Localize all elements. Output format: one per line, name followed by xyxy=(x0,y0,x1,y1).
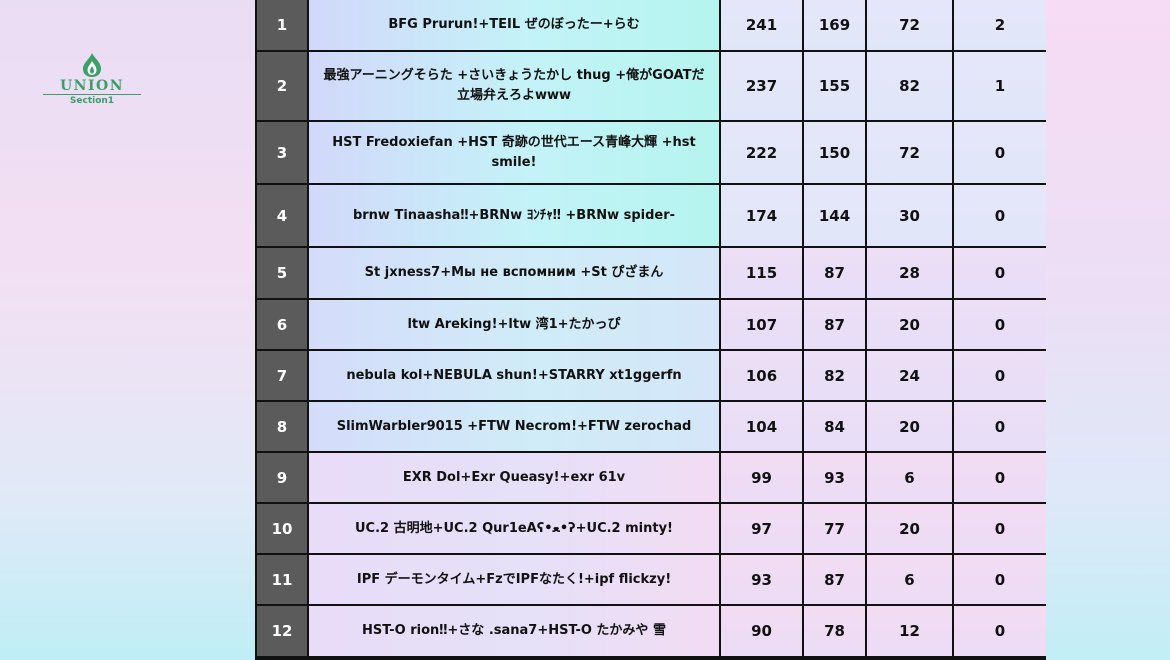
team-name-cell: HST Fredoxiefan +HST 奇跡の世代エース青峰大輝 +hst s… xyxy=(309,122,721,185)
value-cell-c: 72 xyxy=(867,0,954,52)
value-cell-c: 28 xyxy=(867,248,954,300)
rank-cell: 3 xyxy=(257,122,309,185)
value-cell-b: 77 xyxy=(804,504,867,555)
team-name-cell: SlimWarbler9015 +FTW Necrom!+FTW zerocha… xyxy=(309,402,721,453)
value-cell-b: 155 xyxy=(804,52,867,122)
value-cell-b: 144 xyxy=(804,185,867,248)
table-row: 4 brnw Tinaasha‼+BRNw ﾖﾝﾁｬ‼ +BRNw spider-… xyxy=(257,185,1046,248)
rank-cell: 7 xyxy=(257,351,309,402)
value-cell-c: 20 xyxy=(867,504,954,555)
team-name-cell: UC.2 古明地+UC.2 Qur1eAʕ•ﻌ•ʔ+UC.2 minty! xyxy=(309,504,721,555)
value-cell-a: 107 xyxy=(721,300,804,351)
union-logo: UNION Section1 xyxy=(43,52,141,107)
table-row: 6 ltw Areking!+ltw 湾1+たかっぴ 107 87 20 0 xyxy=(257,300,1046,351)
value-cell-a: 222 xyxy=(721,122,804,185)
right-side-panel xyxy=(1046,0,1170,660)
table-row: 7 nebula kol+NEBULA shun!+STARRY xt1ggerf… xyxy=(257,351,1046,402)
value-cell-a: 174 xyxy=(721,185,804,248)
value-cell-c: 12 xyxy=(867,606,954,658)
value-cell-b: 93 xyxy=(804,453,867,504)
logo-word: UNION xyxy=(59,78,125,94)
team-name-cell: nebula kol+NEBULA shun!+STARRY xt1ggerfn xyxy=(309,351,721,402)
value-cell-d: 0 xyxy=(954,300,1046,351)
rank-cell: 10 xyxy=(257,504,309,555)
team-name-cell: HST-O rion‼+さな .sana7+HST-O たかみや 雪 xyxy=(309,606,721,658)
table-row: 1 BFG Prurun!+TEIL ぜのぼったー+らむ 241 169 72 2 xyxy=(257,0,1046,52)
value-cell-a: 241 xyxy=(721,0,804,52)
team-name-cell: brnw Tinaasha‼+BRNw ﾖﾝﾁｬ‼ +BRNw spider- xyxy=(309,185,721,248)
value-cell-d: 0 xyxy=(954,402,1046,453)
value-cell-d: 0 xyxy=(954,504,1046,555)
value-cell-d: 1 xyxy=(954,52,1046,122)
value-cell-c: 20 xyxy=(867,300,954,351)
table-row: 9 EXR Dol+Exr Queasy!+exr 61v 99 93 6 0 xyxy=(257,453,1046,504)
team-name-cell: ltw Areking!+ltw 湾1+たかっぴ xyxy=(309,300,721,351)
team-name-cell: St jxness7+Мы не вспомним +St ぴざまん xyxy=(309,248,721,300)
rank-cell: 4 xyxy=(257,185,309,248)
rank-cell: 6 xyxy=(257,300,309,351)
value-cell-a: 99 xyxy=(721,453,804,504)
table-row: 11 IPF デーモンタイム+FzでIPFなたく!+ipf flickzy! 93 8… xyxy=(257,555,1046,606)
value-cell-c: 82 xyxy=(867,52,954,122)
value-cell-b: 84 xyxy=(804,402,867,453)
left-side-panel xyxy=(0,0,255,660)
rank-cell: 2 xyxy=(257,52,309,122)
value-cell-b: 169 xyxy=(804,0,867,52)
value-cell-b: 87 xyxy=(804,300,867,351)
value-cell-a: 104 xyxy=(721,402,804,453)
value-cell-a: 93 xyxy=(721,555,804,606)
value-cell-a: 237 xyxy=(721,52,804,122)
value-cell-d: 0 xyxy=(954,248,1046,300)
value-cell-a: 115 xyxy=(721,248,804,300)
team-name-cell: EXR Dol+Exr Queasy!+exr 61v xyxy=(309,453,721,504)
value-cell-a: 106 xyxy=(721,351,804,402)
value-cell-c: 6 xyxy=(867,555,954,606)
rank-cell: 5 xyxy=(257,248,309,300)
value-cell-b: 150 xyxy=(804,122,867,185)
rank-cell: 11 xyxy=(257,555,309,606)
value-cell-d: 0 xyxy=(954,185,1046,248)
value-cell-c: 72 xyxy=(867,122,954,185)
value-cell-d: 0 xyxy=(954,453,1046,504)
table-row: 10 UC.2 古明地+UC.2 Qur1eAʕ•ﻌ•ʔ+UC.2 minty! 9… xyxy=(257,504,1046,555)
rank-cell: 12 xyxy=(257,606,309,658)
value-cell-c: 30 xyxy=(867,185,954,248)
team-name-cell: IPF デーモンタイム+FzでIPFなたく!+ipf flickzy! xyxy=(309,555,721,606)
value-cell-c: 24 xyxy=(867,351,954,402)
value-cell-b: 87 xyxy=(804,248,867,300)
standings-table: 1 BFG Prurun!+TEIL ぜのぼったー+らむ 241 169 72 2 2 最強ア… xyxy=(255,0,1046,660)
team-name-cell: 最強アーニングそらた +さいきょうたかし thug +俺がGOATだ 立場弁えろ… xyxy=(309,52,721,122)
logo-divider xyxy=(43,94,141,95)
value-cell-b: 87 xyxy=(804,555,867,606)
value-cell-b: 78 xyxy=(804,606,867,658)
team-name-cell: BFG Prurun!+TEIL ぜのぼったー+らむ xyxy=(309,0,721,52)
value-cell-d: 0 xyxy=(954,122,1046,185)
value-cell-a: 90 xyxy=(721,606,804,658)
table-row: 3 HST Fredoxiefan +HST 奇跡の世代エース青峰大輝 +hst … xyxy=(257,122,1046,185)
rank-cell: 1 xyxy=(257,0,309,52)
value-cell-c: 6 xyxy=(867,453,954,504)
table-row: 5 St jxness7+Мы не вспомним +St ぴざまん 115 87… xyxy=(257,248,1046,300)
value-cell-d: 2 xyxy=(954,0,1046,52)
value-cell-d: 0 xyxy=(954,555,1046,606)
table-row: 2 最強アーニングそらた +さいきょうたかし thug +俺がGOATだ 立場弁え… xyxy=(257,52,1046,122)
rank-cell: 9 xyxy=(257,453,309,504)
value-cell-a: 97 xyxy=(721,504,804,555)
value-cell-d: 0 xyxy=(954,351,1046,402)
table-row: 12 HST-O rion‼+さな .sana7+HST-O たかみや 雪 90 78… xyxy=(257,606,1046,658)
logo-subtitle: Section1 xyxy=(69,96,115,106)
value-cell-d: 0 xyxy=(954,606,1046,658)
flame-drop-icon xyxy=(52,52,132,78)
rank-cell: 8 xyxy=(257,402,309,453)
value-cell-c: 20 xyxy=(867,402,954,453)
table-row: 8 SlimWarbler9015 +FTW Necrom!+FTW zeroch… xyxy=(257,402,1046,453)
value-cell-b: 82 xyxy=(804,351,867,402)
